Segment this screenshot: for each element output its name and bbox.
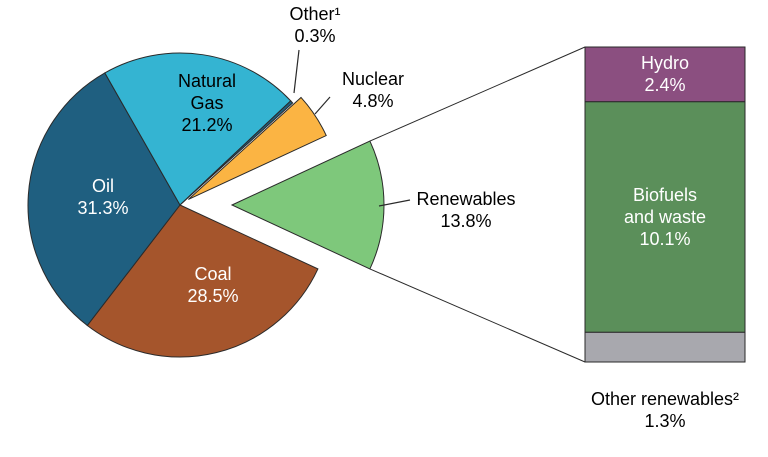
pie-label-text: Renewables (416, 189, 516, 209)
bar-label-text: Other renewables² (590, 389, 740, 409)
bar-label-text: 1.3% (644, 411, 686, 431)
bar-label-text: 10.1% (639, 229, 691, 250)
bar-label-text: Hydro (640, 53, 689, 74)
pie-label-text: 28.5% (187, 286, 239, 306)
bar-segment (584, 101, 746, 333)
bar-label: Hydro 2.4% (620, 52, 710, 96)
pie-label-text: Nuclear (341, 69, 405, 89)
pie-label: Natural Gas 21.2% (162, 70, 252, 136)
leader-line (314, 96, 331, 115)
pie-label: Coal 28.5% (168, 263, 258, 307)
pie-label-text: Coal (194, 264, 232, 284)
pie-label-text: 4.8% (352, 91, 394, 111)
pie-slice (86, 204, 319, 358)
pie-label-text: Oil (92, 176, 114, 196)
bar-label-text: 2.4% (644, 75, 686, 96)
pie-label-text: 21.2% (181, 115, 233, 135)
pie-slice (188, 96, 327, 200)
pie-slice (104, 52, 292, 206)
bar-label: Biofuels and waste 10.1% (620, 184, 710, 250)
connector (369, 46, 586, 142)
bar-label-text: Biofuels and waste (623, 185, 707, 228)
pie-label: Oil 31.3% (63, 175, 143, 219)
pie-label-text: Other¹ (289, 4, 341, 24)
pie-label: Other¹ 0.3% (275, 3, 355, 47)
bar-label: Other renewables² 1.3% (590, 388, 740, 432)
pie-label-text: 13.8% (440, 211, 492, 231)
pie-label: Nuclear 4.8% (328, 68, 418, 112)
bar-segment (584, 331, 746, 363)
pie-label-text: 0.3% (294, 26, 336, 46)
leader-line (378, 199, 411, 207)
pie-label-text: Natural Gas (177, 71, 237, 113)
pie-slice (27, 72, 181, 327)
bar-segment (584, 46, 746, 103)
pie-slice (179, 100, 294, 206)
pie-label: Renewables 13.8% (401, 188, 531, 232)
leader-line (293, 49, 300, 94)
connector (369, 268, 586, 363)
pie-label-text: 31.3% (77, 198, 129, 218)
